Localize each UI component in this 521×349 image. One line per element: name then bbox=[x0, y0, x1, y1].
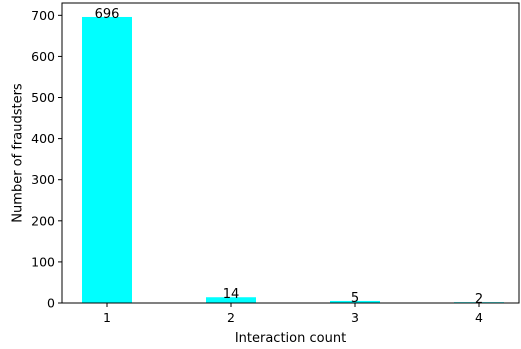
plot-frame bbox=[61, 2, 520, 304]
y-tick-label-400: 400 bbox=[31, 131, 55, 146]
y-tick-label-0: 0 bbox=[47, 296, 55, 311]
data-label-4: 2 bbox=[475, 292, 483, 307]
bar-2 bbox=[206, 297, 256, 303]
data-labels-group: 696 14 5 2 bbox=[95, 7, 484, 307]
bar-3 bbox=[330, 300, 380, 303]
y-tick-label-700: 700 bbox=[31, 8, 55, 23]
x-tick-label-3: 3 bbox=[351, 310, 359, 325]
y-tick-label-500: 500 bbox=[31, 90, 55, 105]
bars-group bbox=[82, 16, 504, 304]
x-axis-label: Interaction count bbox=[235, 331, 346, 346]
y-tick-label-600: 600 bbox=[31, 49, 55, 64]
x-axis-ticks: 1 2 3 4 bbox=[103, 303, 483, 325]
y-tick-label-300: 300 bbox=[31, 172, 55, 187]
y-tick-label-100: 100 bbox=[31, 254, 55, 269]
y-axis-label: Number of fraudsters bbox=[11, 83, 26, 223]
x-tick-label-1: 1 bbox=[103, 310, 111, 325]
y-tick-label-200: 200 bbox=[31, 213, 55, 228]
data-label-3: 5 bbox=[351, 291, 359, 306]
y-axis-ticks: 0 100 200 300 400 500 600 700 bbox=[31, 8, 62, 311]
x-tick-label-2: 2 bbox=[227, 310, 235, 325]
x-tick-label-4: 4 bbox=[475, 310, 483, 325]
data-label-2: 14 bbox=[223, 287, 240, 302]
bar-1 bbox=[82, 16, 132, 304]
data-label-1: 696 bbox=[95, 7, 120, 22]
